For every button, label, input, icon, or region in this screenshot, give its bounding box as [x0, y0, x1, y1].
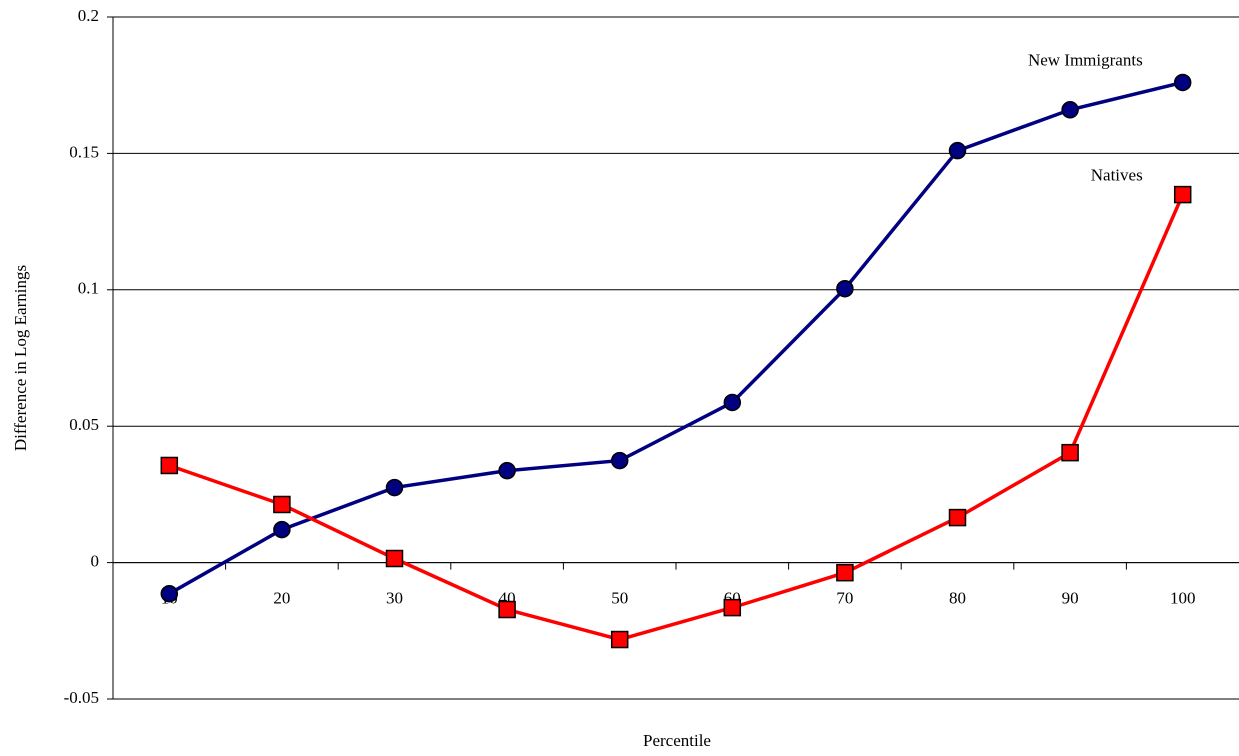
y-tick-label: 0: [91, 552, 100, 571]
marker: [273, 495, 291, 514]
y-tick-label: 0.05: [69, 415, 99, 434]
series-line: [168, 193, 1185, 642]
marker: [723, 598, 742, 617]
y-tick-label: -0.05: [64, 688, 99, 707]
marker: [160, 456, 179, 475]
marker: [385, 478, 404, 497]
marker: [723, 393, 742, 412]
x-tick-label: 100: [1170, 589, 1196, 608]
x-tick-label: 20: [273, 589, 290, 608]
marker: [948, 141, 967, 160]
marker: [610, 451, 629, 470]
marker: [273, 520, 291, 539]
marker: [1173, 73, 1192, 92]
x-tick-label: 50: [611, 589, 628, 608]
y-tick-label: 0.1: [78, 279, 99, 298]
marker: [1173, 185, 1192, 204]
marker: [610, 630, 629, 649]
x-axis-label: Percentile: [643, 731, 711, 750]
y-tick-label: 0.2: [78, 6, 99, 25]
x-tick-label: 80: [949, 589, 966, 608]
x-tick-label: 30: [386, 589, 403, 608]
x-tick-label: 70: [836, 589, 853, 608]
marker: [498, 600, 516, 619]
marker: [836, 279, 854, 298]
marker: [836, 563, 854, 582]
marker: [948, 508, 967, 527]
marker: [160, 584, 179, 603]
y-tick-label: 0.15: [69, 142, 99, 161]
series-label: Natives: [1091, 165, 1143, 184]
y-axis-label: Difference in Log Earnings: [11, 265, 30, 451]
marker: [385, 549, 404, 568]
marker: [498, 461, 516, 480]
marker: [1061, 443, 1079, 462]
marker: [1061, 101, 1079, 119]
series-label: New Immigrants: [1028, 50, 1143, 69]
series-line: [168, 80, 1184, 596]
x-tick-label: 90: [1062, 589, 1079, 608]
